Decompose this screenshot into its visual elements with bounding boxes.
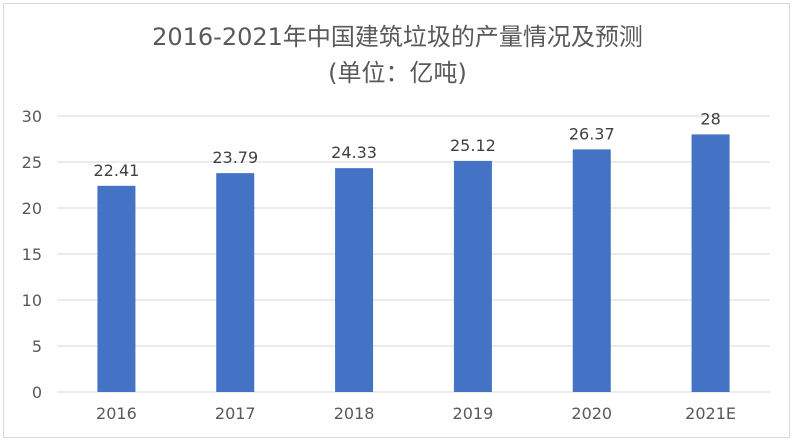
data-label-2016: 22.41 bbox=[94, 161, 140, 180]
x-tick-label-2016: 2016 bbox=[96, 404, 137, 423]
y-tick-label: 20 bbox=[22, 199, 42, 218]
x-tick-label-2019: 2019 bbox=[453, 404, 494, 423]
y-tick-label: 15 bbox=[22, 245, 42, 264]
chart-title: 2016-2021年中国建筑垃圾的产量情况及预测 bbox=[152, 23, 643, 51]
data-label-2017: 23.79 bbox=[212, 148, 258, 167]
chart-subtitle: (单位：亿吨) bbox=[328, 59, 467, 87]
bar-2017 bbox=[216, 173, 255, 392]
data-label-2020: 26.37 bbox=[569, 124, 615, 143]
bar-2018 bbox=[335, 168, 374, 392]
y-tick-label: 0 bbox=[32, 383, 42, 402]
x-tick-label-2018: 2018 bbox=[334, 404, 375, 423]
bars bbox=[97, 134, 730, 392]
bar-2020 bbox=[572, 149, 611, 392]
y-tick-label: 10 bbox=[22, 291, 42, 310]
data-label-2021E: 28 bbox=[700, 109, 720, 128]
x-axis: 2016 2017 2018 2019 2020 2021E bbox=[96, 404, 736, 423]
y-tick-label: 5 bbox=[32, 337, 42, 356]
data-labels: 22.41 23.79 24.33 25.12 26.37 28 bbox=[94, 109, 721, 179]
y-axis: 0 5 10 15 20 25 30 bbox=[22, 107, 42, 402]
x-tick-label-2021E: 2021E bbox=[685, 404, 736, 423]
bar-2021E bbox=[691, 134, 730, 392]
bar-2016 bbox=[97, 185, 136, 392]
x-tick-label-2020: 2020 bbox=[571, 404, 612, 423]
data-label-2019: 25.12 bbox=[450, 136, 496, 155]
gridlines bbox=[57, 115, 770, 393]
bar-2019 bbox=[453, 160, 492, 392]
x-tick-label-2017: 2017 bbox=[215, 404, 256, 423]
y-tick-label: 30 bbox=[22, 107, 42, 126]
y-tick-label: 25 bbox=[22, 153, 42, 172]
data-label-2018: 24.33 bbox=[331, 143, 377, 162]
